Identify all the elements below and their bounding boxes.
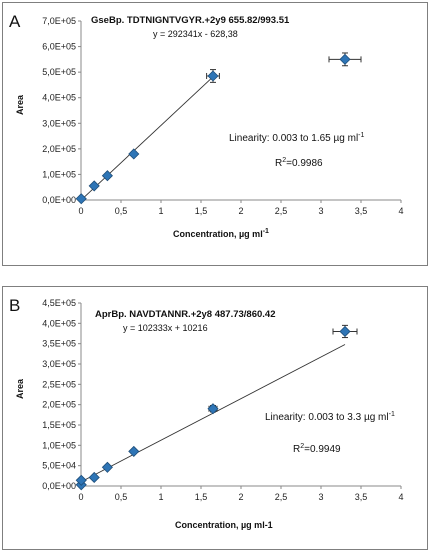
panel-a-x-tick-label: 0,5 <box>115 206 128 216</box>
panel-b-equation: y = 102333x + 10216 <box>123 323 208 333</box>
panel-b-x-tick-label: 0 <box>78 492 83 502</box>
panel-b-data-point <box>207 403 219 415</box>
panel-b-title: AprBp. NAVDTANNR.+2y8 487.73/860.42 <box>95 309 276 320</box>
panel-a-y-tick-label: 3,0E+05 <box>42 118 76 128</box>
panel-b-x-tick-label: 4 <box>398 492 403 502</box>
panel-a-linearity-label: Linearity: 0.003 to 1.65 µg ml-1 <box>229 132 365 144</box>
panel-a-data-point <box>207 70 219 82</box>
panel-b-data-point <box>88 471 100 484</box>
panel-b-y-tick-label: 1,5E+05 <box>42 420 76 430</box>
panel-a-y-axis-label: Area <box>15 94 25 115</box>
panel-a-x-tick-label: 4 <box>398 206 403 216</box>
panel-b-x-tick-label: 1,5 <box>195 492 208 502</box>
panel-b-data-point <box>101 461 113 473</box>
panel-a-y-tick-label: 1,0E+05 <box>42 169 76 179</box>
panel-b-y-tick-label: 4,5E+05 <box>42 298 76 308</box>
panel-a-y-tick-label: 5,0E+05 <box>42 67 76 77</box>
panel-b-x-tick-label: 0,5 <box>115 492 128 502</box>
panel-b-letter: B <box>9 296 20 315</box>
panel-a-data-point <box>339 53 351 65</box>
panel-a-x-tick-label: 1 <box>158 206 163 216</box>
panel-a-x-tick-label: 1,5 <box>195 206 208 216</box>
panel-a-trendline <box>80 76 214 201</box>
panel-b-y-tick-label: 2,5E+05 <box>42 379 76 389</box>
panel-a-x-tick-label: 2 <box>238 206 243 216</box>
panel-b-x-tick-label: 2 <box>238 492 243 502</box>
panel-a-data-point <box>75 193 87 205</box>
chart-b-canvas: 0,0E+00 5,0E+04 1,0E+05 1,5E+05 2,0E+05 2,5E+… <box>9 296 404 530</box>
panel-a-r-squared: R2=0.9986 <box>275 157 323 169</box>
panel-a-y-tick-label: 4,0E+05 <box>42 93 76 103</box>
panel-b-x-axis-label: Concentration, µg ml-1 <box>175 520 273 530</box>
panel-a-y-tick-label: 2,0E+05 <box>42 144 76 154</box>
panel-a-y-tick-label: 0,0E+00 <box>42 195 76 205</box>
panel-b-y-tick-label: 5,0E+04 <box>42 461 76 471</box>
panel-a-data-point <box>88 180 100 192</box>
chart-panel-a: 0,0E+00 1,0E+05 2,0E+05 3,0E+05 4,0E+05 5,0E+… <box>2 2 428 266</box>
panel-b-data-point <box>339 325 351 338</box>
panel-a-data-point <box>128 148 140 160</box>
panel-a-x-axis-label: Concentration, µg ml-1 <box>173 228 269 239</box>
panel-a-title: GseBp. TDTNIGNTVGYR.+2y9 655.82/993.51 <box>91 15 290 26</box>
panel-b-x-tick-label: 2,5 <box>275 492 288 502</box>
panel-b-y-tick-label: 1,0E+05 <box>42 440 76 450</box>
panel-a-x-tick-label: 3 <box>318 206 323 216</box>
panel-a-data-point <box>101 170 113 182</box>
panel-a-y-tick-label: 6,0E+05 <box>42 42 76 52</box>
panel-b-x-tick-label: 3 <box>318 492 323 502</box>
chart-a-canvas: 0,0E+00 1,0E+05 2,0E+05 3,0E+05 4,0E+05 5,0E+… <box>9 12 404 239</box>
panel-b-y-axis-label: Area <box>15 378 25 399</box>
panel-a-letter: A <box>9 12 21 31</box>
panel-a-x-tick-label: 3,5 <box>355 206 368 216</box>
panel-b-linearity-label: Linearity: 0.003 to 3.3 µg ml-1 <box>265 411 395 423</box>
panel-b-x-tick-label: 1 <box>158 492 163 502</box>
panel-a-x-tick-label: 0 <box>78 206 83 216</box>
panel-b-data-point <box>75 474 87 486</box>
panel-b-data-point <box>128 445 140 457</box>
panel-a-y-tick-label: 7,0E+05 <box>42 16 76 26</box>
panel-b-y-tick-label: 2,0E+05 <box>42 400 76 410</box>
panel-b-r-squared: R2=0.9949 <box>293 443 341 455</box>
chart-panel-b: 0,0E+00 5,0E+04 1,0E+05 1,5E+05 2,0E+05 2,5E+… <box>2 286 428 550</box>
panel-b-y-tick-label: 0,0E+00 <box>42 481 76 491</box>
panel-b-y-tick-label: 4,0E+05 <box>42 318 76 328</box>
panel-b-x-tick-label: 3,5 <box>355 492 368 502</box>
panel-b-y-tick-label: 3,5E+05 <box>42 339 76 349</box>
panel-a-x-tick-label: 2,5 <box>275 206 288 216</box>
panel-a-equation: y = 292341x - 628,38 <box>153 29 238 39</box>
panel-b-y-tick-label: 3,0E+05 <box>42 359 76 369</box>
